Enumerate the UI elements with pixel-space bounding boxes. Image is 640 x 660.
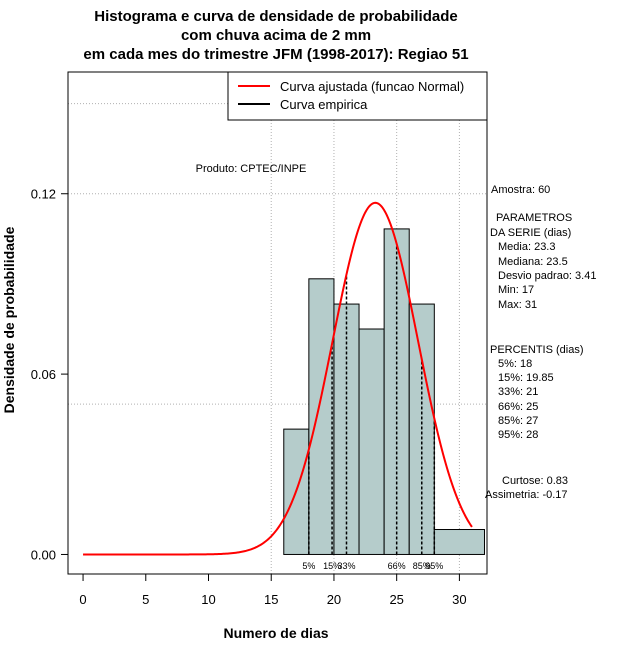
percentil-5: 5%: 18 bbox=[498, 358, 532, 370]
x-tick-label: 30 bbox=[452, 592, 466, 607]
param-median: Mediana: 23.5 bbox=[498, 256, 568, 268]
param-mean: Media: 23.3 bbox=[498, 241, 555, 253]
histogram-bar bbox=[308, 278, 335, 555]
skewness: Assimetria: -0.17 bbox=[485, 489, 568, 501]
x-axis: 0 5 10 15 20 25 30 bbox=[79, 573, 467, 607]
sample-size: Amostra: 60 bbox=[491, 184, 550, 196]
percentil-95: 95%: 28 bbox=[498, 429, 538, 441]
grid-lines bbox=[68, 72, 487, 574]
percentile-lines bbox=[308, 243, 436, 555]
histogram-bar bbox=[358, 328, 385, 555]
param-min: Min: 17 bbox=[498, 284, 534, 296]
percentil-15: 15%: 19.85 bbox=[498, 372, 554, 384]
y-axis-title: Densidade de probabilidade bbox=[1, 226, 17, 413]
y-axis: 0.00 0.06 0.12 bbox=[31, 187, 69, 562]
y-tick-label: 0.06 bbox=[31, 367, 56, 382]
percentile-label: 15% bbox=[323, 561, 341, 571]
x-tick-label: 25 bbox=[389, 592, 403, 607]
product-credit: Produto: CPTEC/INPE bbox=[196, 163, 307, 175]
param-max: Max: 31 bbox=[498, 299, 537, 311]
legend-label-empirical: Curva empirica bbox=[280, 97, 368, 112]
percentile-label: 66% bbox=[388, 561, 406, 571]
param-sd: Desvio padrao: 3.41 bbox=[498, 270, 596, 282]
x-tick-label: 0 bbox=[79, 592, 86, 607]
params-header-1: PARAMETROS bbox=[496, 212, 572, 224]
chart-title-line-1: Histograma e curva de densidade de proba… bbox=[94, 8, 457, 25]
histogram-bars bbox=[283, 228, 485, 555]
percentile-labels: 5% 15%33% 66% 85%95% bbox=[302, 561, 443, 571]
x-tick-label: 5 bbox=[142, 592, 149, 607]
percentile-label: 33% bbox=[337, 561, 355, 571]
legend-label-fitted: Curva ajustada (funcao Normal) bbox=[280, 79, 464, 94]
percentile-label: 85% bbox=[413, 561, 431, 571]
percentil-85: 85%: 27 bbox=[498, 415, 538, 427]
y-tick-label: 0.12 bbox=[31, 187, 56, 202]
params-header-2: DA SERIE (dias) bbox=[490, 227, 571, 239]
percentis-header: PERCENTIS (dias) bbox=[490, 344, 584, 356]
kurtosis: Curtose: 0.83 bbox=[502, 475, 568, 487]
x-tick-label: 15 bbox=[264, 592, 278, 607]
percentil-66: 66%: 25 bbox=[498, 401, 538, 413]
percentil-33: 33%: 21 bbox=[498, 386, 538, 398]
x-tick-label: 10 bbox=[201, 592, 215, 607]
x-tick-label: 20 bbox=[327, 592, 341, 607]
chart-title-line-2: com chuva acima de 2 mm bbox=[181, 27, 371, 44]
legend-box bbox=[227, 71, 488, 121]
y-tick-label: 0.00 bbox=[31, 547, 56, 562]
percentile-label: 95% bbox=[425, 561, 443, 571]
legend: Curva ajustada (funcao Normal) Curva emp… bbox=[227, 71, 488, 121]
x-axis-title: Numero de dias bbox=[223, 625, 328, 641]
histogram-bar bbox=[433, 529, 485, 555]
normal-curve bbox=[83, 201, 473, 556]
chart-title-line-3: em cada mes do trimestre JFM (1998-2017)… bbox=[83, 46, 468, 63]
percentile-label: 5% bbox=[302, 561, 315, 571]
